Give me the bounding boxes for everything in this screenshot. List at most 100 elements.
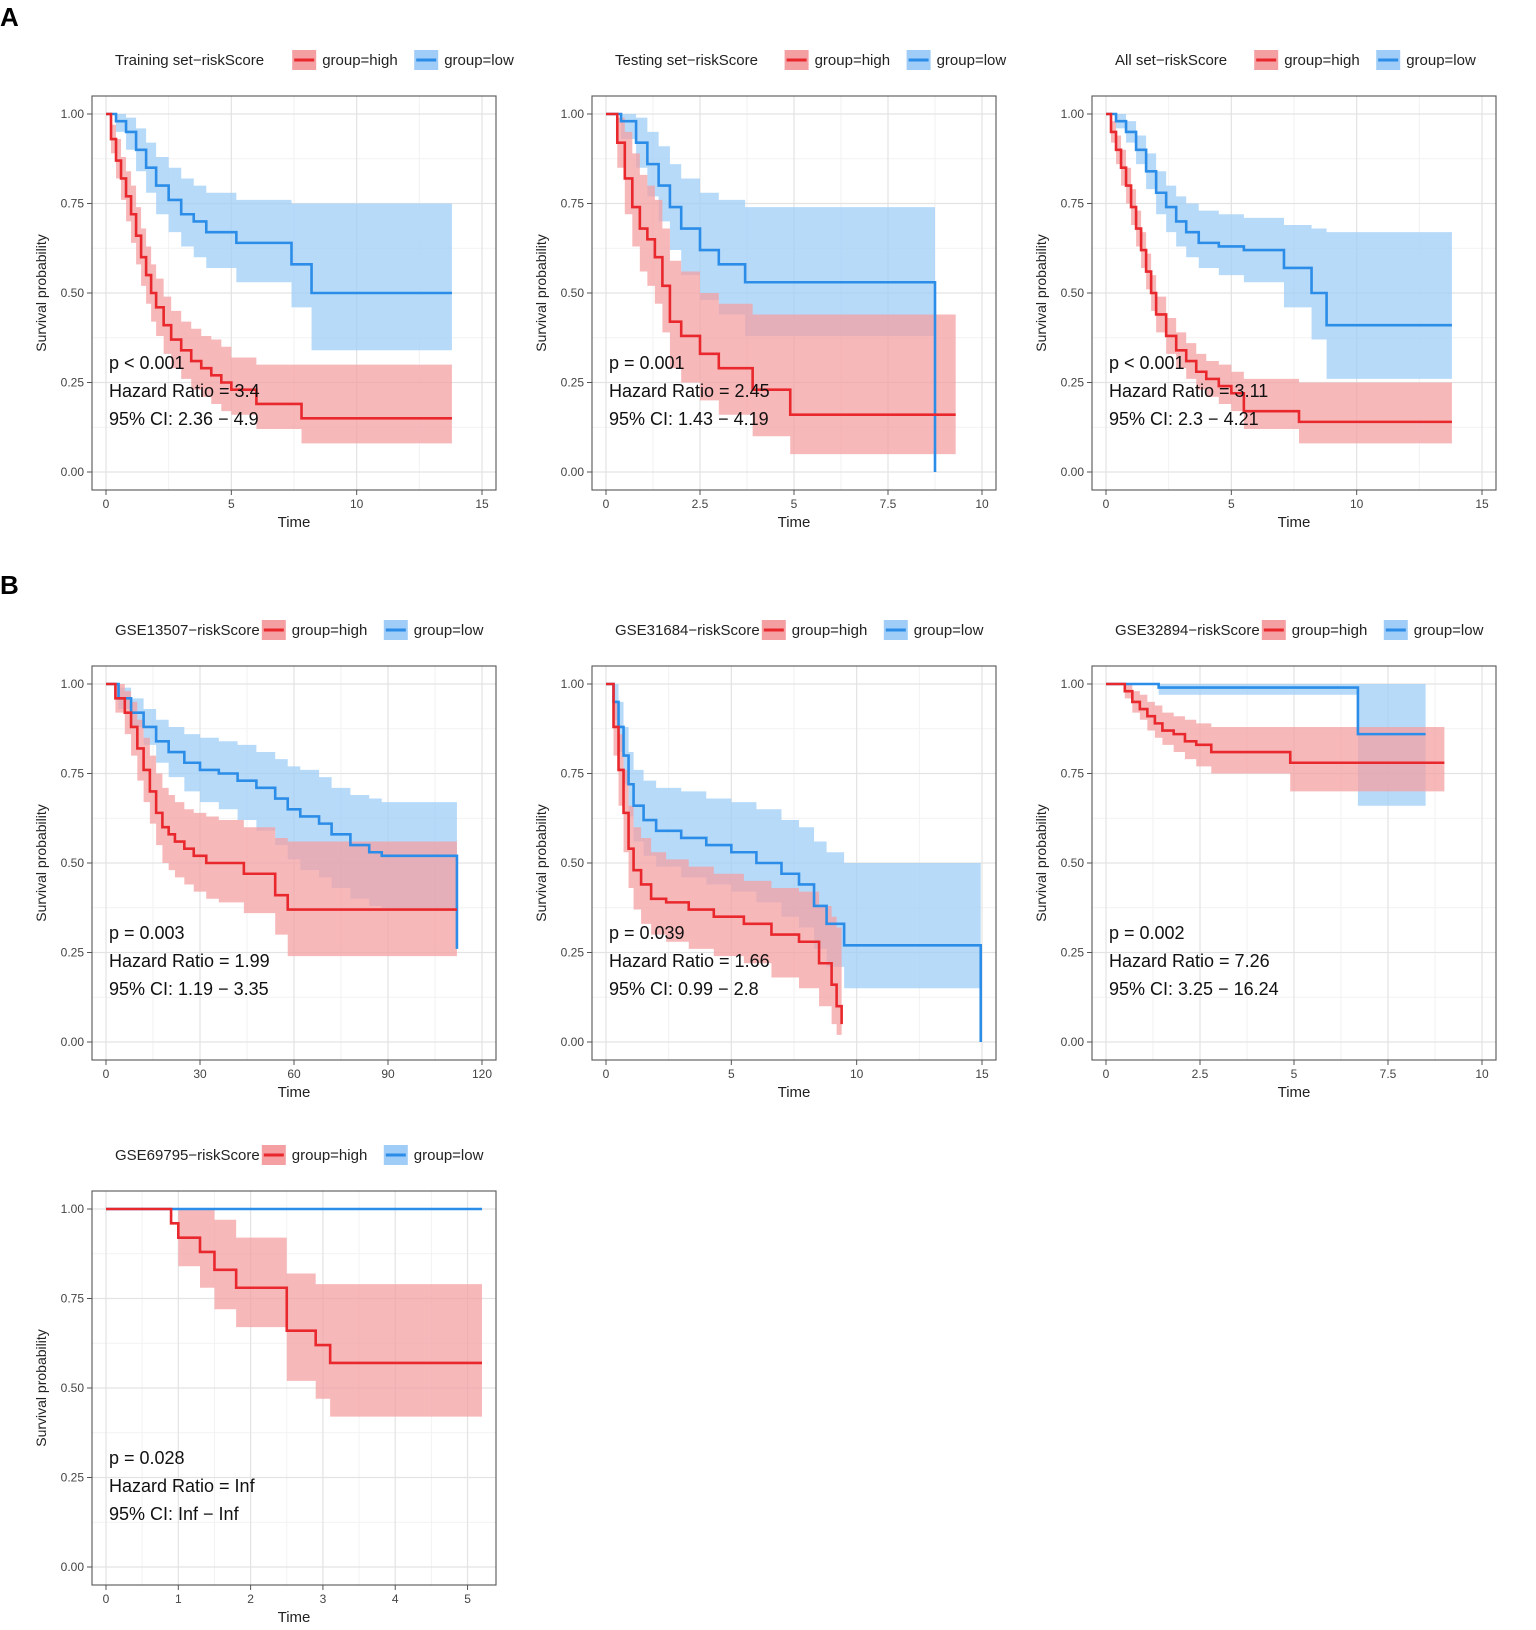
legend-title: All set−riskScore — [1115, 52, 1227, 69]
survival-curve-high — [1106, 682, 1445, 765]
plot-border — [91, 665, 497, 1061]
y-tick-label: 0.50 — [561, 286, 585, 300]
y-tick-label: 0.00 — [61, 1560, 85, 1574]
plot-layer — [1106, 112, 1452, 444]
x-tick-label: 3 — [320, 1592, 327, 1606]
y-tick-label: 0.00 — [1061, 1035, 1085, 1049]
x-tick-label: 30 — [193, 1067, 207, 1081]
p-value-text: p = 0.028 — [109, 1448, 185, 1468]
legend-label-low: group=low — [914, 622, 984, 639]
x-tick-label: 120 — [472, 1067, 492, 1081]
y-tick-label: 0.25 — [561, 376, 585, 390]
p-value-text: p = 0.002 — [1109, 923, 1185, 943]
y-tick-label: 0.25 — [1061, 376, 1085, 390]
y-tick-label: 1.00 — [561, 677, 585, 691]
confidence-interval-text: 95% CI: 2.3 − 4.21 — [1109, 409, 1259, 429]
y-tick-label: 0.75 — [61, 1292, 85, 1306]
x-tick-label: 5 — [228, 497, 235, 511]
hazard-ratio-text: Hazard Ratio = 3.4 — [109, 381, 260, 401]
panel-label-b: B — [0, 570, 19, 600]
survival-curve-low — [106, 682, 459, 949]
plot-layer — [1106, 682, 1445, 806]
hazard-ratio-text: Hazard Ratio = 7.26 — [1109, 951, 1270, 971]
y-tick-label: 0.50 — [61, 1381, 85, 1395]
ci-band-low — [606, 114, 935, 336]
km-chart-6: GSE32894−riskScore group=high group=low 0.0… — [1033, 620, 1497, 1101]
y-tick-label: 1.00 — [1061, 107, 1085, 121]
y-tick-label: 0.50 — [1061, 856, 1085, 870]
legend: GSE13507−riskScore group=high group=low — [115, 620, 484, 640]
legend: Testing set−riskScore group=high group=low — [615, 50, 1006, 70]
p-value-text: p < 0.001 — [109, 353, 185, 373]
legend-label-low: group=low — [414, 622, 484, 639]
ci-band-high — [106, 684, 457, 957]
plot-layer — [106, 112, 452, 444]
legend-label-high: group=high — [322, 52, 397, 69]
y-tick-label: 0.00 — [1061, 465, 1085, 479]
y-tick-label: 0.75 — [61, 197, 85, 211]
x-tick-label: 0 — [603, 1067, 610, 1081]
survival-curve-low — [606, 112, 937, 472]
stats-annotation: p = 0.001 Hazard Ratio = 2.45 95% CI: 1.43… — [609, 353, 770, 429]
x-tick-label: 10 — [1475, 1067, 1489, 1081]
survival-curve-low — [1106, 682, 1426, 736]
x-axis-label: Time — [1278, 1084, 1311, 1101]
plot-layer — [106, 1207, 482, 1417]
y-tick-label: 1.00 — [561, 107, 585, 121]
stats-annotation: p = 0.039 Hazard Ratio = 1.66 95% CI: 0.99… — [609, 923, 770, 999]
ci-band-low — [606, 684, 981, 989]
legend-label-high: group=high — [815, 52, 890, 69]
ci-band-low — [1106, 114, 1452, 379]
hazard-ratio-text: Hazard Ratio = 2.45 — [609, 381, 770, 401]
y-axis-label: Survival probability — [33, 1329, 49, 1447]
y-axis-label: Survival probability — [33, 804, 49, 922]
y-tick-label: 0.50 — [1061, 286, 1085, 300]
x-tick-label: 2 — [247, 1592, 254, 1606]
y-tick-label: 0.50 — [61, 856, 85, 870]
km-chart-1: Training set−riskScore group=high group=lo… — [33, 50, 514, 531]
x-axis-label: Time — [778, 514, 811, 531]
hazard-ratio-text: Hazard Ratio = 3.11 — [1109, 381, 1268, 401]
y-tick-label: 0.75 — [1061, 197, 1085, 211]
ci-band-high — [106, 1209, 482, 1417]
survival-curve-low — [606, 682, 983, 1042]
legend-title: GSE13507−riskScore — [115, 622, 260, 639]
x-tick-label: 0 — [1103, 497, 1110, 511]
confidence-interval-text: 95% CI: Inf − Inf — [109, 1504, 240, 1524]
y-axis-label: Survival probability — [533, 234, 549, 352]
legend-label-low: group=low — [1414, 622, 1484, 639]
x-tick-label: 2.5 — [692, 497, 709, 511]
legend-label-high: group=high — [792, 622, 867, 639]
survival-curve-high — [1106, 112, 1452, 424]
x-tick-label: 15 — [475, 497, 489, 511]
y-tick-label: 0.00 — [61, 465, 85, 479]
stats-annotation: p = 0.028 Hazard Ratio = Inf 95% CI: Inf −… — [109, 1448, 256, 1524]
km-chart-4: GSE13507−riskScore group=high group=low 0.0… — [33, 620, 497, 1101]
legend-label-low: group=low — [414, 1147, 484, 1164]
y-tick-label: 0.00 — [61, 1035, 85, 1049]
x-tick-label: 5 — [791, 497, 798, 511]
hazard-ratio-text: Hazard Ratio = 1.99 — [109, 951, 270, 971]
y-axis-label: Survival probability — [33, 234, 49, 352]
legend: GSE69795−riskScore group=high group=low — [115, 1145, 484, 1165]
ci-band-high — [1106, 684, 1445, 792]
legend: GSE32894−riskScore group=high group=low — [1115, 620, 1484, 640]
legend-title: GSE31684−riskScore — [615, 622, 760, 639]
km-chart-7: GSE69795−riskScore group=high group=low 0.0… — [33, 1145, 497, 1626]
confidence-interval-text: 95% CI: 1.43 − 4.19 — [609, 409, 769, 429]
x-tick-label: 15 — [1475, 497, 1489, 511]
y-tick-label: 0.00 — [561, 465, 585, 479]
legend-label-low: group=low — [1406, 52, 1476, 69]
x-axis-label: Time — [278, 1084, 311, 1101]
x-tick-label: 10 — [975, 497, 989, 511]
y-tick-label: 0.00 — [561, 1035, 585, 1049]
x-tick-label: 0 — [1103, 1067, 1110, 1081]
y-axis-label: Survival probability — [533, 804, 549, 922]
y-tick-label: 0.25 — [561, 946, 585, 960]
plot-border — [1091, 665, 1497, 1061]
y-tick-label: 0.75 — [1061, 767, 1085, 781]
survival-curve-high — [106, 112, 452, 420]
y-tick-label: 0.25 — [61, 946, 85, 960]
x-tick-label: 60 — [287, 1067, 301, 1081]
legend-title: GSE69795−riskScore — [115, 1147, 260, 1164]
